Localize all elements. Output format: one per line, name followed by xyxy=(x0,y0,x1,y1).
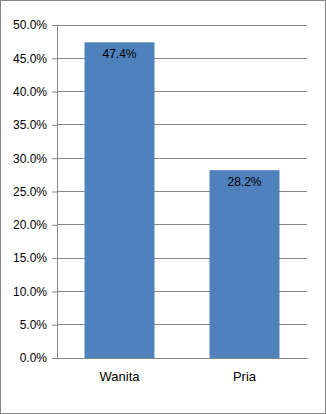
y-tick-label: 20.0% xyxy=(13,218,47,232)
y-tick-label: 15.0% xyxy=(13,251,47,265)
y-axis-line xyxy=(52,26,58,359)
y-tick: 45.0% xyxy=(13,52,57,66)
data-labels: 47.4% 28.2% xyxy=(102,47,261,189)
bar xyxy=(85,42,155,358)
y-tick-label: 5.0% xyxy=(20,318,48,332)
y-tick-mark xyxy=(52,125,57,126)
y-tick-mark xyxy=(52,291,57,292)
x-tick-label: Wanita xyxy=(100,369,141,384)
y-tick-label: 30.0% xyxy=(13,152,47,166)
x-tick: Wanita xyxy=(100,358,141,384)
y-tick: 10.0% xyxy=(13,285,57,299)
chart: 0.0% 5.0% 10.0% 15.0% 20.0% 25.0% 30.0% 35.0% 40… xyxy=(0,0,326,414)
x-axis: Wanita Pria xyxy=(58,358,308,384)
y-tick: 30.0% xyxy=(13,152,57,166)
y-tick: 35.0% xyxy=(13,118,57,132)
y-axis: 0.0% 5.0% 10.0% 15.0% 20.0% 25.0% 30.0% 35.0% 40… xyxy=(13,18,58,365)
y-tick-mark xyxy=(52,225,57,226)
y-tick-mark xyxy=(52,25,57,26)
data-label: 47.4% xyxy=(102,47,136,61)
y-tick-label: 0.0% xyxy=(20,351,48,365)
grid-line xyxy=(57,25,307,26)
x-axis-line xyxy=(58,358,308,359)
y-tick-label: 40.0% xyxy=(13,85,47,99)
y-tick-label: 35.0% xyxy=(13,118,47,132)
y-tick-mark xyxy=(52,158,57,159)
x-tick-label: Pria xyxy=(233,369,257,384)
y-tick-mark xyxy=(52,325,57,326)
y-tick-mark xyxy=(52,192,57,193)
grid xyxy=(57,25,307,358)
y-tick: 40.0% xyxy=(13,85,57,99)
y-tick: 15.0% xyxy=(13,251,57,265)
y-tick-label: 10.0% xyxy=(13,285,47,299)
y-tick-label: 50.0% xyxy=(13,18,47,32)
y-tick-label: 25.0% xyxy=(13,185,47,199)
y-tick-mark xyxy=(52,358,57,359)
y-tick: 25.0% xyxy=(13,185,57,199)
y-tick-mark xyxy=(52,92,57,93)
x-tick: Pria xyxy=(233,358,257,384)
chart-frame xyxy=(1,1,326,414)
data-label: 28.2% xyxy=(227,175,261,189)
y-tick-mark xyxy=(52,58,57,59)
plot: 0.0% 5.0% 10.0% 15.0% 20.0% 25.0% 30.0% 35.0% 40… xyxy=(13,18,308,384)
y-tick: 5.0% xyxy=(20,318,57,332)
y-tick: 20.0% xyxy=(13,218,57,232)
y-tick-label: 45.0% xyxy=(13,52,47,66)
bar xyxy=(210,170,280,358)
bars xyxy=(85,42,280,358)
y-tick-mark xyxy=(52,258,57,259)
y-tick: 50.0% xyxy=(13,18,57,32)
y-tick: 0.0% xyxy=(20,351,57,365)
